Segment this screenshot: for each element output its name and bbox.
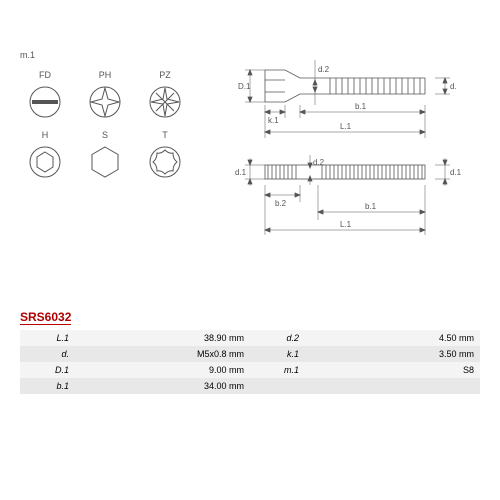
- phillips-icon: [87, 84, 123, 120]
- svg-text:d.: d.: [450, 82, 457, 91]
- svg-text:L.1: L.1: [340, 220, 352, 229]
- spec-table: L.1 38.90 mm d.2 4.50 mm d. M5x0.8 mm k.…: [20, 330, 480, 394]
- spec-value: [305, 378, 480, 394]
- spec-label: b.1: [20, 378, 75, 394]
- spec-value: 34.00 mm: [75, 378, 250, 394]
- spec-label: d.2: [250, 330, 305, 346]
- drive-label: PH: [80, 70, 130, 80]
- svg-text:d.1: d.1: [235, 168, 247, 177]
- spec-label: m.1: [250, 362, 305, 378]
- drive-h: H: [20, 130, 70, 185]
- spec-value: 9.00 mm: [75, 362, 250, 378]
- table-row: b.1 34.00 mm: [20, 378, 480, 394]
- spec-label: d.: [20, 346, 75, 362]
- drive-label: H: [20, 130, 70, 140]
- part-code: SRS6032: [20, 310, 71, 325]
- spec-value: 38.90 mm: [75, 330, 250, 346]
- technical-drawing: D.1 d.2 d. b.1 k.1 L.1 d.1 d.2 d.1 b.2 b…: [210, 50, 485, 260]
- table-row: D.1 9.00 mm m.1 S8: [20, 362, 480, 378]
- svg-text:b.2: b.2: [275, 199, 287, 208]
- spec-value: S8: [305, 362, 480, 378]
- spec-value: 3.50 mm: [305, 346, 480, 362]
- drive-type-grid: FD PH PZ H S T: [20, 70, 190, 185]
- svg-text:b.1: b.1: [355, 102, 367, 111]
- drive-fd: FD: [20, 70, 70, 125]
- spec-label: k.1: [250, 346, 305, 362]
- spec-label: L.1: [20, 330, 75, 346]
- drive-s: S: [80, 130, 130, 185]
- pozidriv-icon: [147, 84, 183, 120]
- hex-socket-icon: [27, 144, 63, 180]
- drive-ph: PH: [80, 70, 130, 125]
- svg-text:d.1: d.1: [450, 168, 462, 177]
- drive-label: FD: [20, 70, 70, 80]
- spec-value: M5x0.8 mm: [75, 346, 250, 362]
- svg-text:D.1: D.1: [238, 82, 251, 91]
- torx-icon: [147, 144, 183, 180]
- section-label: m.1: [20, 50, 35, 60]
- svg-text:d.2: d.2: [313, 158, 325, 167]
- drive-pz: PZ: [140, 70, 190, 125]
- slotted-icon: [27, 84, 63, 120]
- spec-value: 4.50 mm: [305, 330, 480, 346]
- svg-text:L.1: L.1: [340, 122, 352, 131]
- spec-label: [250, 378, 305, 394]
- svg-text:k.1: k.1: [268, 116, 279, 125]
- drive-label: PZ: [140, 70, 190, 80]
- drive-label: S: [80, 130, 130, 140]
- table-row: L.1 38.90 mm d.2 4.50 mm: [20, 330, 480, 346]
- spec-label: D.1: [20, 362, 75, 378]
- hex-external-icon: [87, 144, 123, 180]
- drive-t: T: [140, 130, 190, 185]
- drive-label: T: [140, 130, 190, 140]
- svg-text:d.2: d.2: [318, 65, 330, 74]
- svg-text:b.1: b.1: [365, 202, 377, 211]
- table-row: d. M5x0.8 mm k.1 3.50 mm: [20, 346, 480, 362]
